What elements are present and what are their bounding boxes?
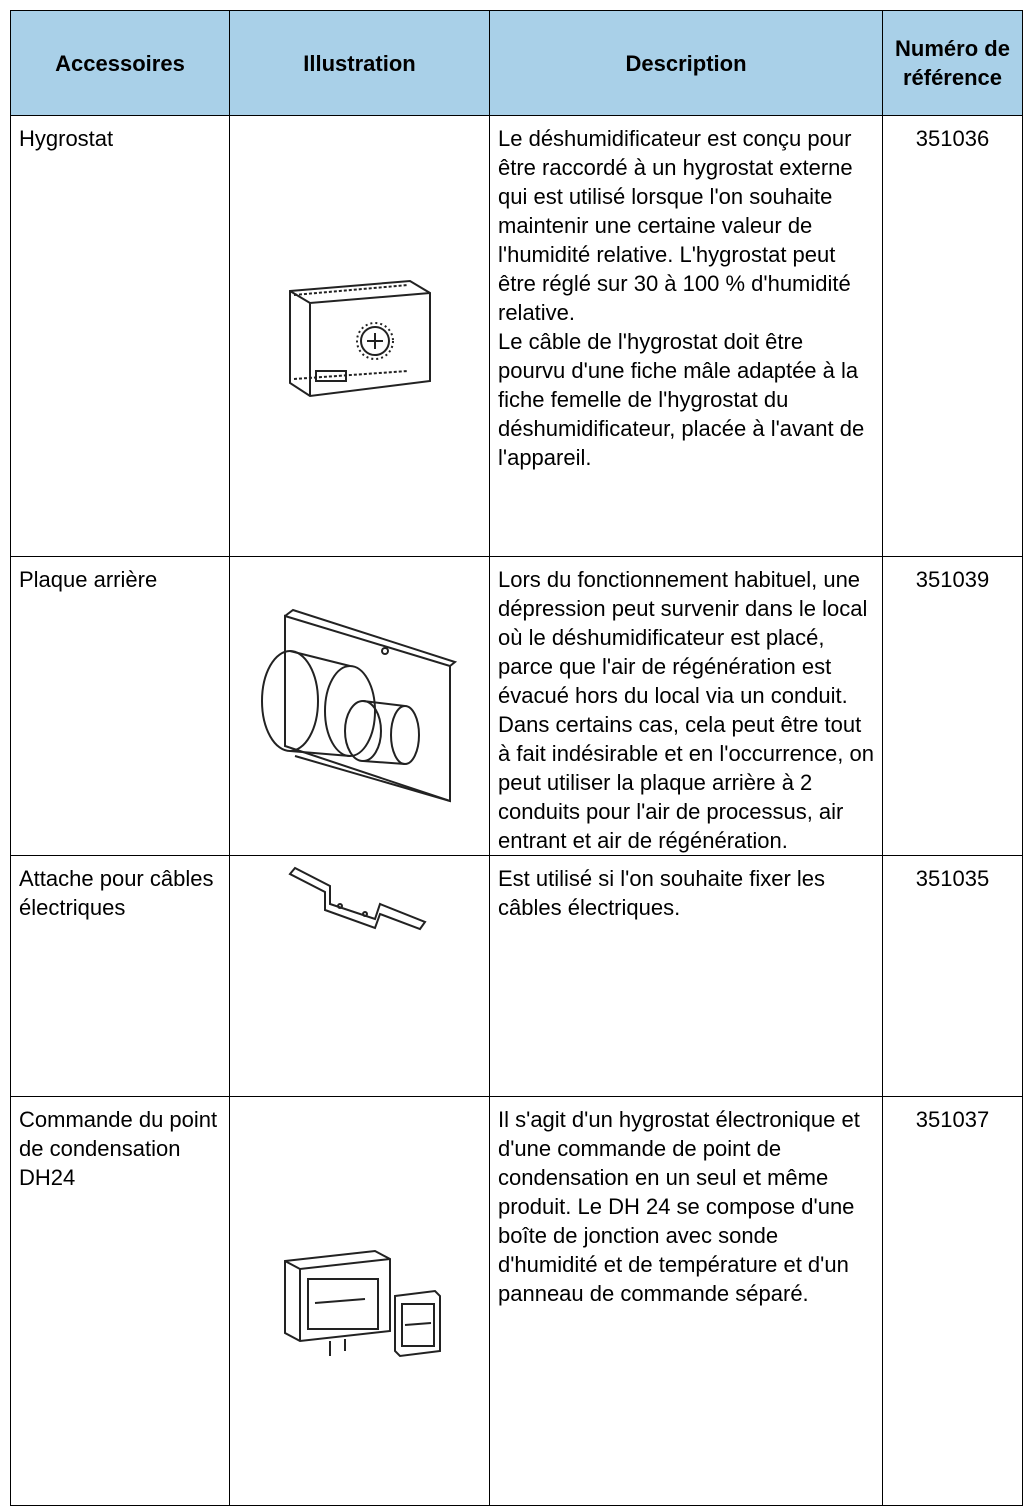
description: Est utilisé si l'on souhaite fixer les c… (489, 855, 883, 1097)
header-cell: Illustration (229, 10, 490, 116)
illustration (229, 556, 490, 856)
description: Lors du fonctionnement habituel, une dép… (489, 556, 883, 856)
illustration (229, 855, 490, 1097)
reference: 351036 (882, 115, 1023, 557)
accessory: Plaque arrière (10, 556, 230, 856)
back-plate-drawing (260, 608, 457, 803)
row: Commande du point de condensation DH24 I… (10, 1096, 1023, 1506)
page: {"table":{"header":["Accessoires","Illus… (10, 10, 1023, 1506)
description-text: Le câble de l'hygrostat doit être pourvu… (498, 329, 865, 470)
reference: 351039 (882, 556, 1023, 856)
row: Hygrostat Le déshumidificateur est conçu… (10, 115, 1023, 557)
description-text: Le déshumidificateur est conçu pour être… (498, 126, 853, 325)
illustration (229, 1096, 490, 1506)
header-cell: Numéro de référence (882, 10, 1023, 116)
row: Attache pour câbles électriques Est util… (10, 855, 1023, 1097)
dh24-drawing (283, 1249, 441, 1358)
description: Il s'agit d'un hygrostat électronique et… (489, 1096, 883, 1506)
clip-drawing (287, 866, 427, 931)
header-cell: Accessoires (10, 10, 230, 116)
hygrostat-drawing (288, 279, 431, 398)
accessory: Attache pour câbles électriques (10, 855, 230, 1097)
header-cell: Description (489, 10, 883, 116)
accessory: Commande du point de condensation DH24 (10, 1096, 230, 1506)
row: Plaque arrière Lors du fonctionnement ha… (10, 556, 1023, 856)
description: Le déshumidificateur est conçu pour être… (489, 115, 883, 557)
accessories-table: Accessoires Illustration Description Num… (10, 10, 1023, 1506)
reference: 351035 (882, 855, 1023, 1097)
illustration (229, 115, 490, 557)
header-row: Accessoires Illustration Description Num… (10, 10, 1023, 116)
reference: 351037 (882, 1096, 1023, 1506)
accessory: Hygrostat (10, 115, 230, 557)
